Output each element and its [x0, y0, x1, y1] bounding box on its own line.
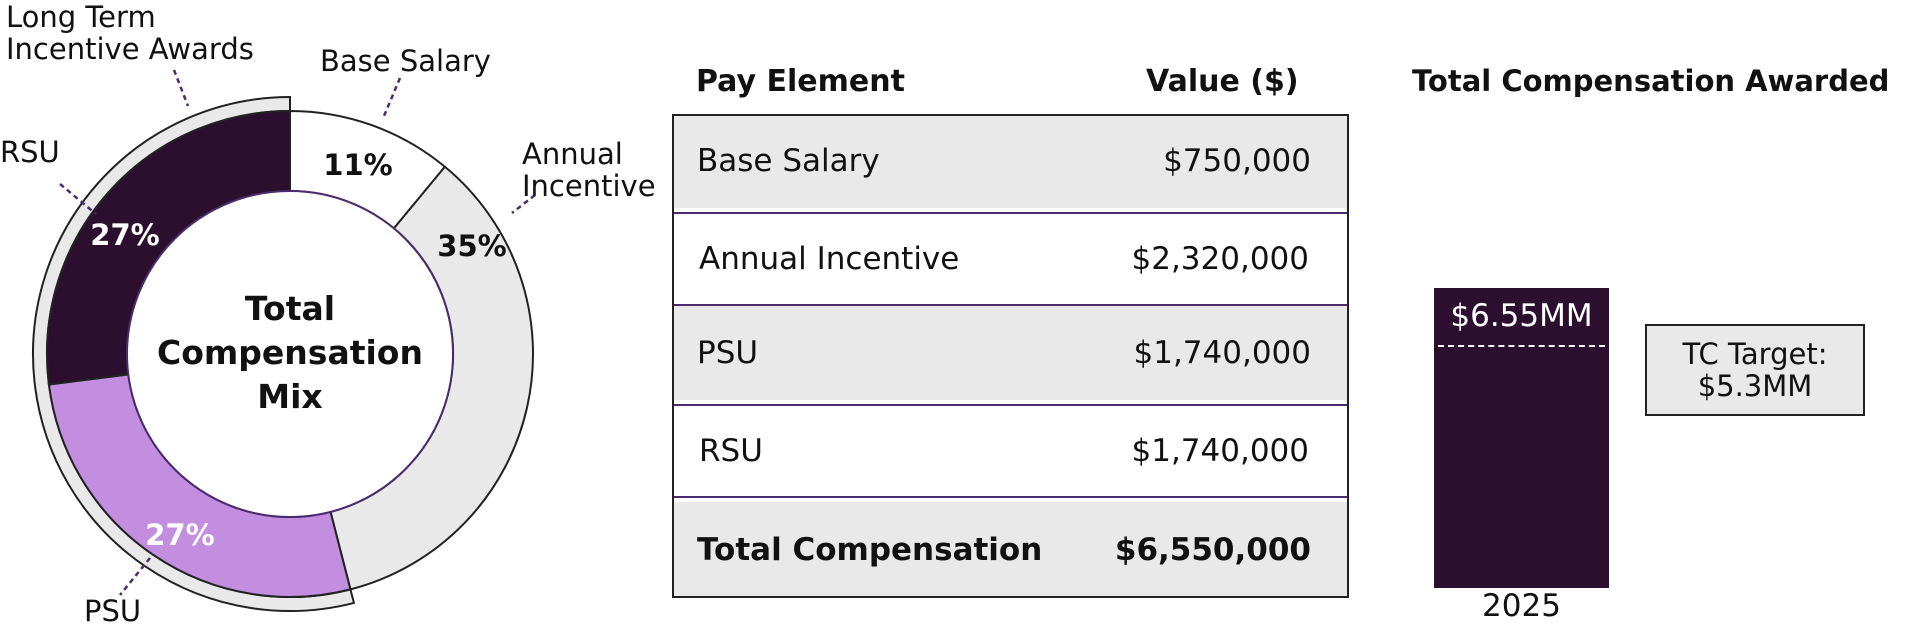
slice-label-annual-incentive: 35% — [437, 229, 506, 263]
table-row-total: Total Compensation $6,550,000 — [672, 502, 1349, 598]
donut-center-circle — [126, 190, 454, 518]
long-term-incentive-label-line1: Long Term — [6, 0, 156, 34]
table-cell-value: $1,740,000 — [1133, 335, 1312, 371]
annual-incentive-callout-line1: Annual — [522, 137, 623, 171]
leader-psu — [119, 557, 151, 596]
leader-long-term — [172, 69, 190, 107]
bar-value-label: $6.55MM — [1450, 298, 1593, 334]
target-label-line2: $5.3MM — [1697, 369, 1813, 403]
long-term-incentive-label-line2: Incentive Awards — [6, 32, 254, 66]
target-dashed-line — [1438, 345, 1605, 348]
table-cell-name: Annual Incentive — [699, 241, 960, 277]
slice-label-psu: 27% — [145, 518, 214, 552]
donut-center-title-line2: Compensation — [157, 333, 423, 372]
table-row-psu: PSU $1,740,000 — [672, 306, 1349, 400]
table-row-base-salary: Base Salary $750,000 — [672, 114, 1349, 208]
target-callout-box: TC Target: $5.3MM — [1645, 324, 1865, 416]
table-row-annual-incentive: Annual Incentive $2,320,000 — [672, 212, 1349, 306]
callout-leader-lines — [59, 69, 536, 596]
table-cell-name: PSU — [697, 335, 759, 371]
leader-base-salary — [382, 77, 402, 117]
table-cell-name: Base Salary — [697, 143, 880, 179]
table-header-value: Value ($) — [1146, 64, 1299, 99]
leader-annual-incentive — [511, 194, 536, 214]
bar-chart-title: Total Compensation Awarded — [1412, 64, 1890, 98]
table-cell-value: $750,000 — [1163, 143, 1311, 179]
rsu-callout: RSU — [0, 135, 60, 169]
target-label-line1: TC Target: — [1682, 337, 1828, 371]
donut-center-title-line3: Mix — [257, 377, 322, 416]
table-cell-value: $6,550,000 — [1114, 532, 1311, 568]
table-cell-value: $1,740,000 — [1131, 433, 1310, 469]
base-salary-callout: Base Salary — [320, 44, 491, 78]
table-header-pay-element: Pay Element — [696, 64, 905, 99]
psu-callout: PSU — [84, 594, 141, 628]
bar-category-label: 2025 — [1482, 588, 1561, 624]
bar-2025 — [1434, 288, 1609, 588]
donut-center-title-line1: Total — [245, 289, 335, 328]
leader-rsu — [59, 183, 97, 215]
slice-label-base-salary: 11% — [323, 148, 392, 182]
table-row-rsu: RSU $1,740,000 — [672, 404, 1349, 498]
slice-label-rsu: 27% — [90, 218, 159, 252]
annual-incentive-callout-line2: Incentive — [522, 169, 656, 203]
table-cell-name: Total Compensation — [697, 532, 1043, 568]
table-cell-name: RSU — [699, 433, 763, 469]
table-cell-value: $2,320,000 — [1131, 241, 1310, 277]
